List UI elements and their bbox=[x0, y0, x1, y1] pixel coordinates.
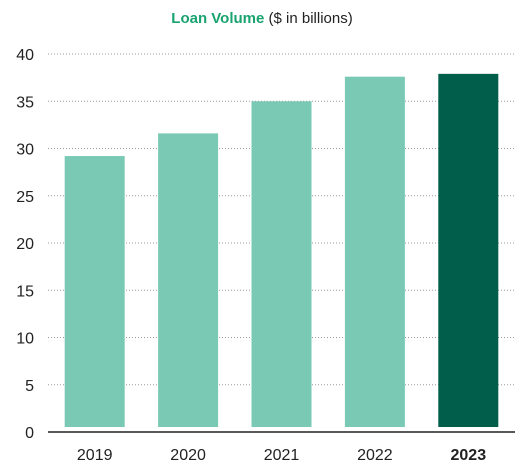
y-tick-label-0: 0 bbox=[25, 425, 34, 442]
bar-2021 bbox=[251, 101, 312, 427]
bar-2023 bbox=[438, 73, 499, 427]
x-tick-label-2022: 2022 bbox=[357, 447, 393, 464]
bar-2019 bbox=[64, 156, 125, 427]
x-tick-label-2019: 2019 bbox=[77, 447, 113, 464]
chart-subtitle: ($ in billions) bbox=[268, 10, 353, 27]
chart-title: Loan Volume ($ in billions) bbox=[0, 10, 524, 27]
y-tick-label-5: 5 bbox=[25, 378, 34, 395]
y-tick-label-35: 35 bbox=[16, 94, 34, 111]
bar-2020 bbox=[158, 133, 219, 427]
y-tick-label-20: 20 bbox=[16, 236, 34, 253]
y-tick-label-10: 10 bbox=[16, 331, 34, 348]
y-tick-label-40: 40 bbox=[16, 47, 34, 64]
x-tick-label-2023: 2023 bbox=[451, 447, 487, 464]
y-tick-label-25: 25 bbox=[16, 189, 34, 206]
bar-2022 bbox=[344, 76, 405, 428]
y-tick-label-30: 30 bbox=[16, 142, 34, 159]
chart-title-main: Loan Volume bbox=[171, 10, 265, 27]
y-tick-label-15: 15 bbox=[16, 283, 34, 300]
x-tick-label-2021: 2021 bbox=[264, 447, 300, 464]
x-tick-label-2020: 2020 bbox=[170, 447, 206, 464]
bars bbox=[64, 73, 499, 428]
tick-labels: 0 5 10 15 20 25 30 35 40 2019 2020 2021 2022 2023 bbox=[16, 47, 486, 464]
